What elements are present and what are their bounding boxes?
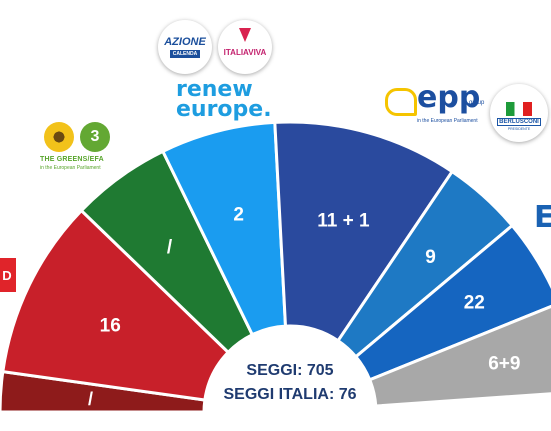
segment-label-6: 22 xyxy=(464,292,485,313)
azione-logo: AZIONE CALENDA xyxy=(158,20,212,74)
epp-logo-text: epp xyxy=(417,80,481,115)
segment-label-5: 9 xyxy=(425,247,436,268)
greens-logo-subtext: in the European Parliament xyxy=(40,165,101,171)
center-label: SEGGI: 705 SEGGI ITALIA: 76 xyxy=(223,362,356,403)
renew-logo-line2: europe. xyxy=(176,97,272,122)
hemicycle-segments xyxy=(0,120,551,414)
center-disc xyxy=(206,328,374,412)
azione-logo-text: AZIONE xyxy=(164,36,206,48)
ecr-logo: E xyxy=(534,200,551,235)
forza-italia-logo-subtext: PRESIDENTE xyxy=(507,126,531,131)
segment-label-0: / xyxy=(88,389,93,409)
epp-logo-subtext: in the European Parliament xyxy=(417,118,478,124)
italian-flag-icon xyxy=(506,101,532,116)
segment-label-1: 16 xyxy=(100,315,121,336)
italiaviva-logo: ITALIAVIVA xyxy=(218,20,272,74)
segment-label-3: 2 xyxy=(233,205,244,226)
greens-logo-text: THE GREENS/EFA xyxy=(40,156,104,163)
italiaviva-mark-icon xyxy=(239,28,251,42)
sunflower-icon xyxy=(44,122,74,152)
segment-7 xyxy=(367,304,551,408)
segment-label-7: 6+9 xyxy=(488,354,520,375)
segment-label-4: 11 + 1 xyxy=(317,210,370,231)
epp-heart-icon xyxy=(385,88,417,116)
center-text-seats-italy: SEGGI ITALIA: 76 xyxy=(223,386,356,403)
segment-labels: / 16 / 2 11 + 1 9 22 6+9 xyxy=(88,205,520,410)
epp-logo-group: group xyxy=(469,100,485,106)
azione-logo-subtext: CALENDA xyxy=(169,50,201,58)
renew-europe-logo: renew europe. xyxy=(176,77,272,122)
segment-6 xyxy=(353,223,551,382)
italiaviva-logo-text: ITALIAVIVA xyxy=(223,47,267,57)
center-text-seats: SEGGI: 705 xyxy=(246,362,333,379)
sd-logo: D xyxy=(0,258,16,292)
renew-logo-line1: renew xyxy=(176,77,253,102)
forza-italia-logo-text: BERLUSCONI xyxy=(497,117,541,126)
epp-logo: epp group in the European Parliament xyxy=(385,80,485,130)
segment-4 xyxy=(273,120,455,343)
greens-badge: 3 xyxy=(80,122,110,152)
forza-italia-logo: BERLUSCONI PRESIDENTE xyxy=(490,84,548,142)
segment-label-2: / xyxy=(167,237,173,258)
segment-1 xyxy=(1,208,231,402)
